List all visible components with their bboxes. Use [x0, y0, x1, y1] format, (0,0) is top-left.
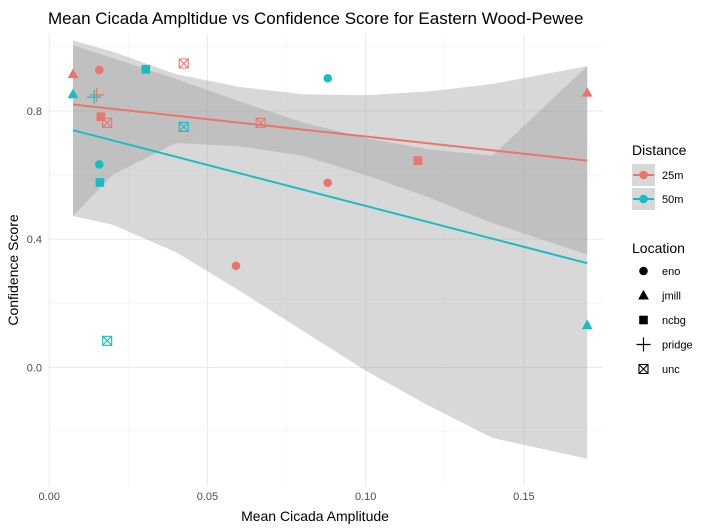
data-point-50m-ncbg [141, 64, 151, 74]
legend-title-location: Location [632, 240, 685, 256]
legend-label-jmill: jmill [661, 291, 681, 303]
y-axis-title: Confidence Score [5, 214, 21, 326]
data-point-50m-eno [323, 73, 333, 83]
data-point-25m-ncbg [413, 156, 423, 165]
legends: Distance 25m 50m Location eno jmill ncbg pridge… [632, 142, 693, 376]
y-tick-label: 0.4 [27, 234, 42, 246]
y-axis-ticks: 0.0 0.4 0.8 [27, 106, 42, 374]
x-axis-title: Mean Cicada Amplitude [241, 508, 389, 524]
legend-label-pridge: pridge [662, 340, 693, 352]
trend-line-25m [72, 103, 588, 162]
x-axis-ticks: 0.00 0.05 0.10 0.15 [39, 491, 535, 503]
plot-panel [48, 34, 603, 486]
gridlines [48, 34, 603, 486]
data-point-25m-unc [102, 117, 113, 128]
y-tick-label: 0.8 [27, 106, 42, 118]
y-tick-label: 0.0 [27, 362, 42, 374]
x-tick-label: 0.15 [513, 491, 534, 503]
legend-key-point-25m [639, 170, 648, 180]
confidence-band-25m [73, 40, 588, 255]
legend-key-shape-unc [638, 363, 649, 375]
legend-key-shape-jmill [638, 289, 649, 300]
x-tick-label: 0.05 [197, 491, 218, 503]
data-point-25m-eno [231, 261, 241, 271]
confidence-band-50m [73, 45, 588, 459]
data-point-50m-jmill [67, 88, 79, 99]
data-point-50m-pridge [87, 90, 102, 105]
chart-title: Mean Cicada Ampltidue vs Confidence Scor… [48, 9, 583, 28]
data-point-50m-unc [178, 121, 189, 133]
data-point-25m-jmill [581, 87, 593, 97]
data-point-25m-eno [323, 178, 333, 188]
data-point-50m-jmill [581, 319, 593, 330]
legend-key-point-50m [639, 194, 648, 204]
legend-key-shape-ncbg [639, 315, 648, 325]
legend-label-eno: eno [662, 266, 680, 278]
legend-key-shape-pridge [636, 337, 651, 352]
data-point-50m-ncbg [95, 178, 105, 187]
trend-lines [72, 103, 588, 265]
data-point-25m-pridge [89, 87, 104, 102]
legend-label-ncbg: ncbg [662, 315, 686, 327]
data-point-50m-unc [102, 335, 113, 346]
data-point-25m-ncbg [96, 112, 106, 122]
data-point-50m-eno [94, 160, 104, 169]
data-point-25m-unc [178, 58, 189, 69]
x-tick-label: 0.10 [355, 491, 376, 503]
data-point-25m-unc [255, 117, 266, 128]
legend-key-shape-eno [639, 266, 648, 276]
legend-title-distance: Distance [632, 142, 687, 158]
legend-label-unc: unc [662, 364, 680, 376]
data-point-25m-eno [94, 65, 104, 75]
data-points [67, 58, 593, 346]
confidence-bands [73, 40, 588, 459]
legend-label-50m: 50m [662, 194, 683, 206]
data-point-25m-jmill [67, 68, 79, 79]
x-tick-label: 0.00 [39, 491, 60, 503]
legend-label-25m: 25m [662, 170, 683, 182]
trend-line-50m [72, 129, 588, 265]
